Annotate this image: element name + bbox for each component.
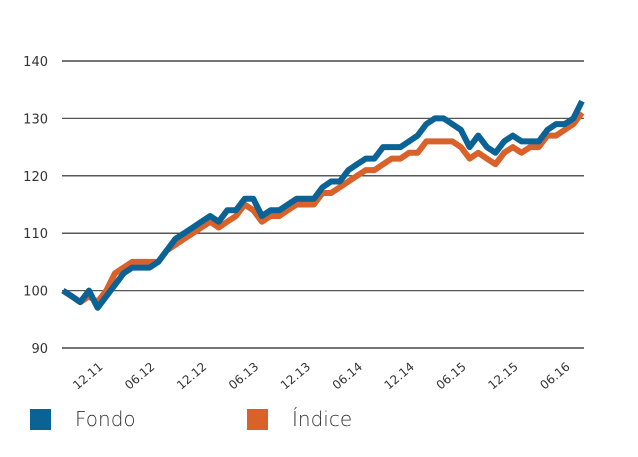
legend-swatch-indice xyxy=(247,408,268,430)
y-tick-label: 90 xyxy=(31,342,48,357)
legend: Fondo Índice xyxy=(0,407,638,437)
series-line-indice xyxy=(61,110,585,306)
x-tick-label: 06.16 xyxy=(537,360,572,393)
line-chart: 90 100 110 120 130 140 12.11 06.12 12.12 06.13 12.… xyxy=(23,55,585,393)
x-tick-label: 06.12 xyxy=(122,360,157,393)
x-tick-label: 06.14 xyxy=(330,360,365,393)
x-tick-label: 06.13 xyxy=(226,360,261,393)
y-tick-label: 110 xyxy=(23,227,48,242)
legend-item-indice: Índice xyxy=(247,407,352,431)
y-tick-label: 120 xyxy=(23,170,48,185)
legend-label-fondo: Fondo xyxy=(75,407,136,431)
y-tick-label: 100 xyxy=(23,285,48,300)
x-tick-label: 12.12 xyxy=(174,360,209,393)
y-tick-label: 140 xyxy=(23,55,48,70)
y-tick-label: 130 xyxy=(23,112,48,127)
legend-swatch-fondo xyxy=(30,408,51,430)
x-tick-label: 12.11 xyxy=(70,360,105,393)
series-line-fondo xyxy=(61,99,585,311)
x-tick-label: 12.15 xyxy=(485,360,520,393)
legend-item-fondo: Fondo xyxy=(30,407,136,431)
x-tick-label: 12.14 xyxy=(382,360,417,393)
x-tick-label: 12.13 xyxy=(278,360,313,393)
x-tick-label: 06.15 xyxy=(434,360,469,393)
legend-label-indice: Índice xyxy=(292,407,353,431)
